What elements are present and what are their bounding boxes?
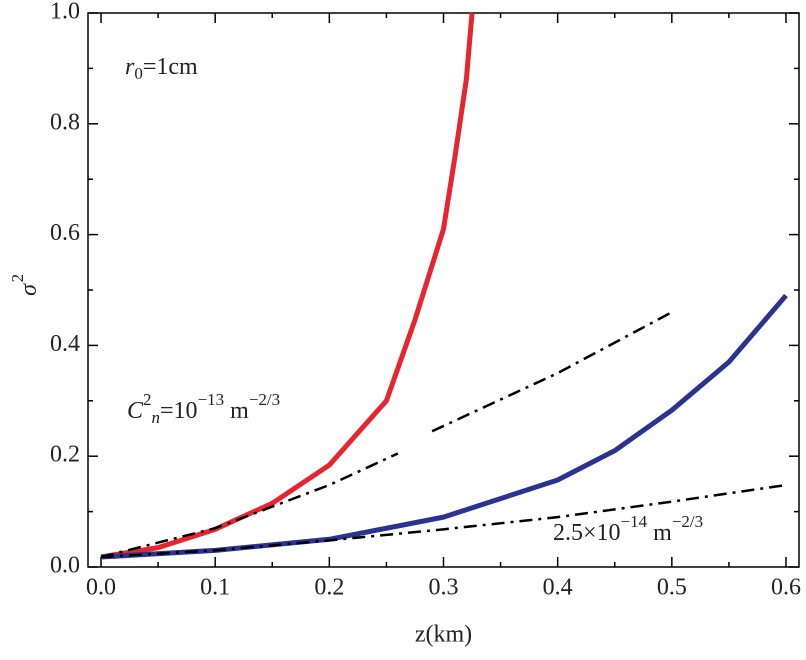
text-part: 2 bbox=[8, 274, 27, 283]
text-part: σ bbox=[16, 283, 42, 296]
rich-text: σ2 bbox=[8, 274, 42, 296]
text-part: −13 bbox=[198, 390, 225, 409]
x-tick-label: 0.3 bbox=[429, 575, 459, 601]
rich-text: 2.5×10−14 m−2/3 bbox=[553, 512, 703, 546]
text-part: 2 bbox=[143, 390, 152, 409]
y-tick-label: 0.2 bbox=[50, 442, 80, 468]
x-tick-label: 0.6 bbox=[771, 575, 801, 601]
y-tick-label: 0.6 bbox=[50, 220, 80, 246]
text-part: −2/3 bbox=[249, 390, 280, 409]
x-tick-label: 0.5 bbox=[657, 575, 687, 601]
y-tick-label: 0.0 bbox=[50, 553, 80, 579]
text-part: =10 bbox=[160, 398, 198, 424]
y-tick-label: 0.4 bbox=[50, 331, 80, 357]
x-tick-label: 0.1 bbox=[200, 575, 230, 601]
text-part: n bbox=[152, 408, 161, 427]
x-tick-label: 0.2 bbox=[314, 575, 344, 601]
x-tick-label: 0.0 bbox=[86, 575, 116, 601]
text-part: −2/3 bbox=[672, 512, 703, 531]
x-axis-label: z(km) bbox=[415, 622, 472, 648]
y-tick-label: 1.0 bbox=[50, 0, 80, 25]
series-line bbox=[100, 311, 673, 559]
text-part: m bbox=[647, 520, 672, 546]
text-part: −14 bbox=[621, 512, 648, 531]
x-tick-label: 0.4 bbox=[543, 575, 573, 601]
text-part: m bbox=[224, 398, 249, 424]
text-part: 0 bbox=[134, 64, 143, 83]
series-line bbox=[100, 12, 475, 560]
series-line bbox=[100, 483, 787, 559]
plot-frame bbox=[87, 12, 800, 568]
rich-text: C2n=10−13 m−2/3 bbox=[127, 390, 280, 427]
y-tick-label: 0.8 bbox=[50, 109, 80, 135]
text-part: 2.5×10 bbox=[553, 520, 621, 546]
text-part: r bbox=[125, 54, 135, 80]
text-part: =1cm bbox=[143, 54, 198, 80]
text-part: C bbox=[127, 398, 144, 424]
rich-text: r0=1cm bbox=[125, 54, 198, 83]
